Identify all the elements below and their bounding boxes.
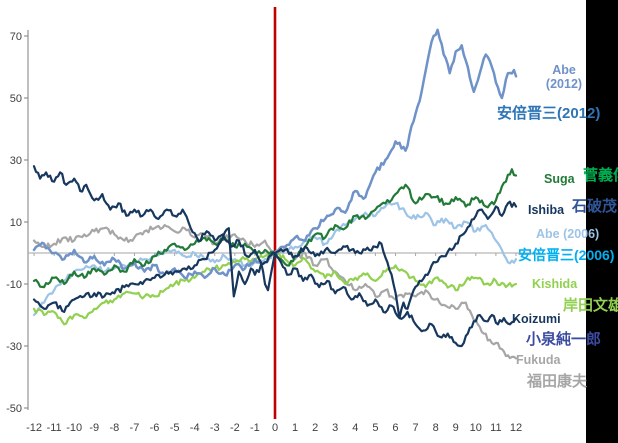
x-tick-label--9: -9 — [89, 422, 99, 434]
x-tick-label-11: 11 — [490, 422, 501, 434]
x-tick-label-10: 10 — [470, 422, 482, 434]
series-label-abe-2012-en: Abe (2012) — [545, 63, 583, 91]
series-label-kishida-jp: 岸田文雄 — [563, 297, 618, 314]
series-label-koizumi-en: Koizumi — [512, 312, 561, 326]
y-tick-label-70: 70 — [10, 31, 22, 43]
y-tick-label-30: 30 — [10, 155, 22, 167]
x-tick-label-2: 2 — [312, 422, 318, 434]
series-label-suga-en: Suga — [544, 172, 575, 186]
x-tick-label--10: -10 — [66, 422, 82, 434]
x-tick-label--2: -2 — [230, 422, 240, 434]
series-label-abe-2012-jp: 安倍晋三(2012) — [497, 105, 601, 122]
right-black-bar — [586, 0, 618, 443]
series-label-koizumi-jp: 小泉純一郎 — [526, 331, 602, 348]
x-tick-label-3: 3 — [332, 422, 338, 434]
series-label-abe-2006-en: Abe (2006) — [536, 227, 600, 241]
y-tick-label--30: -30 — [6, 341, 22, 353]
series-label-suga-jp: 菅義偉 — [583, 167, 618, 184]
x-tick-label--7: -7 — [130, 422, 140, 434]
series-label-kishida-en: Kishida — [532, 277, 578, 291]
x-tick-label-4: 4 — [352, 422, 358, 434]
x-tick-label--4: -4 — [190, 422, 200, 434]
x-tick-label--5: -5 — [170, 422, 180, 434]
x-tick-label--12: -12 — [26, 422, 42, 434]
x-tick-label-1: 1 — [292, 422, 298, 434]
x-tick-label-9: 9 — [453, 422, 459, 434]
x-tick-label-8: 8 — [433, 422, 439, 434]
series-line-ishiba — [32, 200, 518, 320]
x-tick-label--8: -8 — [109, 422, 119, 434]
y-tick-label-50: 50 — [10, 93, 22, 105]
series-label-fukuda-en: Fukuda — [516, 353, 561, 367]
y-tick-label--50: -50 — [6, 403, 22, 415]
x-tick-label-7: 7 — [412, 422, 418, 434]
x-tick-label--11: -11 — [47, 422, 62, 434]
x-tick-label--1: -1 — [250, 422, 260, 434]
x-tick-label-0: 0 — [272, 422, 278, 434]
x-tick-label-6: 6 — [392, 422, 398, 434]
x-tick-label-5: 5 — [372, 422, 378, 434]
series-label-fukuda-jp: 福田康夫 — [527, 373, 588, 390]
x-tick-label-12: 12 — [510, 422, 522, 434]
y-tick-label--10: -10 — [6, 279, 22, 291]
series-label-ishiba-jp: 石破茂 — [572, 198, 618, 215]
series-label-ishiba-en: Ishiba — [528, 203, 565, 217]
y-tick-label-10: 10 — [10, 217, 22, 229]
x-tick-label--6: -6 — [150, 422, 160, 434]
x-tick-label--3: -3 — [210, 422, 220, 434]
series-label-abe-2006-jp: 安倍晋三(2006) — [518, 247, 615, 263]
